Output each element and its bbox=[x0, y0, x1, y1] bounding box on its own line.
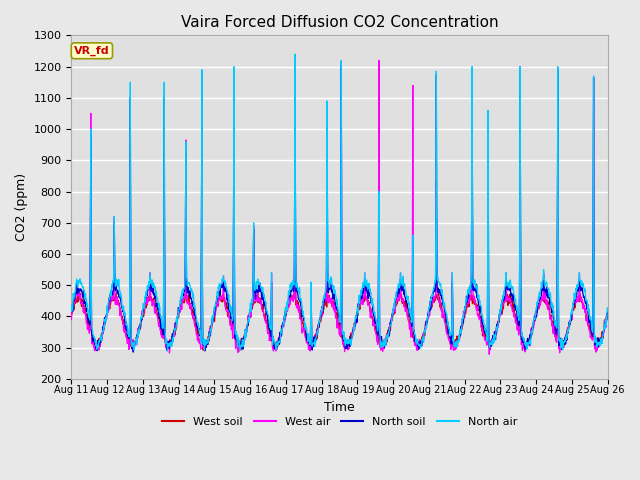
Text: VR_fd: VR_fd bbox=[74, 46, 109, 56]
Y-axis label: CO2 (ppm): CO2 (ppm) bbox=[15, 173, 28, 241]
X-axis label: Time: Time bbox=[324, 401, 355, 414]
Title: Vaira Forced Diffusion CO2 Concentration: Vaira Forced Diffusion CO2 Concentration bbox=[180, 15, 499, 30]
Legend: West soil, West air, North soil, North air: West soil, West air, North soil, North a… bbox=[157, 413, 522, 432]
